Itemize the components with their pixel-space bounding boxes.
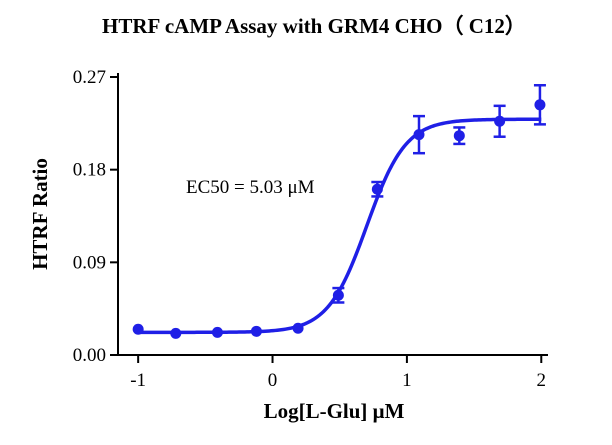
data-point <box>132 323 144 335</box>
data-point <box>250 325 262 337</box>
plot-area: 0.00 0.09 0.18 0.27 -1 0 1 2 <box>73 67 548 391</box>
y-tick-label: 0.18 <box>73 160 106 181</box>
x-axis-label: Log[L-Glu] μM <box>264 399 405 423</box>
data-point <box>292 322 304 334</box>
data-point <box>211 326 223 338</box>
data-point <box>332 289 344 301</box>
y-tick-label: 0.27 <box>73 67 106 88</box>
x-tick-label: 0 <box>268 370 278 391</box>
y-axis-ticks: 0.00 0.09 0.18 0.27 <box>73 67 118 366</box>
data-point <box>494 115 506 127</box>
data-points <box>132 83 546 339</box>
data-point <box>170 327 182 339</box>
x-tick-label: 1 <box>402 370 412 391</box>
y-axis-label: HTRF Ratio <box>28 158 52 270</box>
data-point <box>413 129 425 141</box>
x-axis-ticks: -1 0 1 2 <box>130 355 546 391</box>
ec50-annotation: EC50 = 5.03 μM <box>186 177 315 198</box>
data-point <box>371 183 383 195</box>
x-tick-label: 2 <box>537 370 547 391</box>
chart-title: HTRF cAMP Assay with GRM4 CHO（ C12） <box>102 14 526 38</box>
data-point <box>534 99 546 111</box>
y-tick-label: 0.00 <box>73 345 106 366</box>
data-point <box>453 130 465 142</box>
x-tick-label: -1 <box>130 370 146 391</box>
y-tick-label: 0.09 <box>73 252 106 273</box>
fit-curve <box>138 117 542 335</box>
